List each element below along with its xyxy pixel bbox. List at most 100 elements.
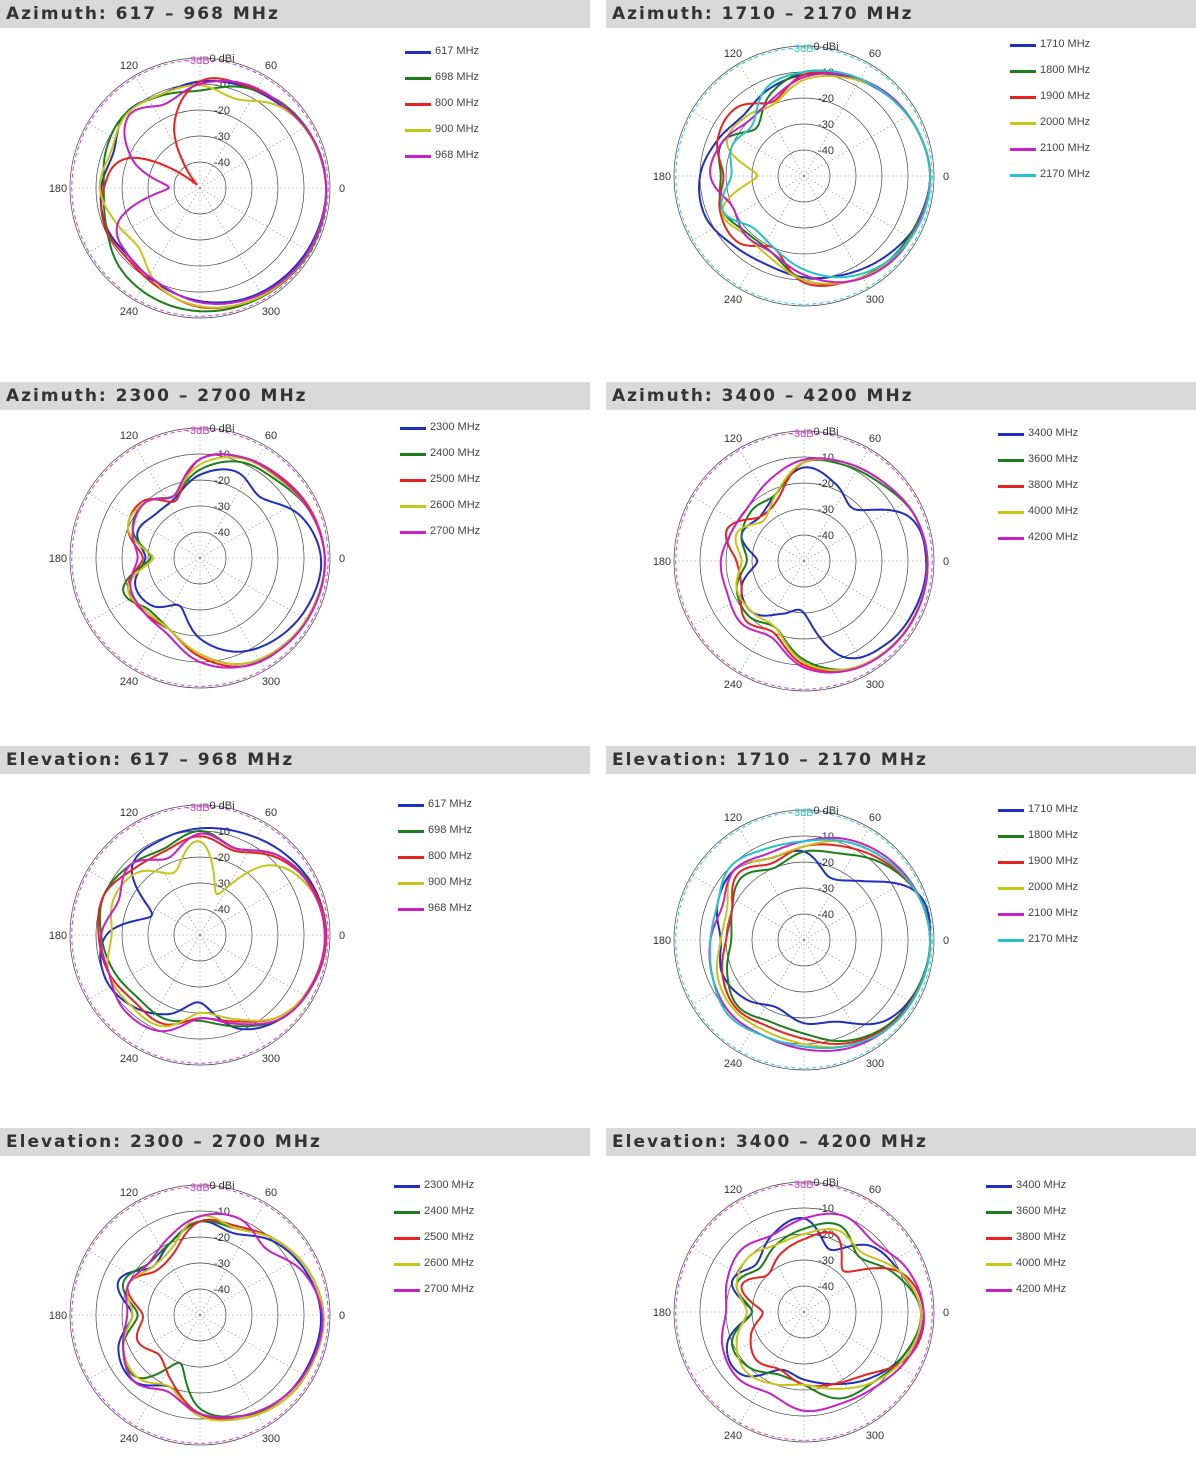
- chart-panel-azimuth-2300-2700: Azimuth: 2300 – 2700 MHz 0 dBi -10 -20 -30-…: [0, 382, 590, 689]
- legend-swatch: [394, 1211, 420, 1214]
- angle-tick-label: 0: [339, 183, 345, 195]
- grid-ring: [69, 57, 331, 319]
- angle-tick-label: 60: [265, 807, 277, 819]
- angle-tick-label: 300: [866, 679, 884, 691]
- grid-spoke: [738, 1311, 805, 1425]
- series-line-1710-mhz: [715, 849, 932, 1026]
- radial-tick-label: -40: [214, 527, 230, 539]
- legend-swatch: [400, 427, 426, 430]
- series-line-2700-mhz: [122, 1212, 324, 1419]
- grid-spoke: [803, 1199, 870, 1313]
- angle-tick-label: 240: [120, 306, 138, 318]
- legend-label: 900 MHz: [435, 123, 480, 135]
- radial-tick-label: -20: [214, 105, 230, 117]
- series-line-1900-mhz: [720, 843, 932, 1045]
- legend-label: 2500 MHz: [424, 1231, 475, 1243]
- series-line-4000-mhz: [735, 1228, 923, 1390]
- grid-spoke: [738, 560, 805, 674]
- radial-tick-label: -30: [214, 131, 230, 143]
- radial-tick-label: -40: [818, 145, 834, 157]
- grid-spoke: [199, 445, 266, 559]
- series-line-4200-mhz: [720, 1212, 925, 1413]
- legend-label: 2170 MHz: [1028, 933, 1079, 945]
- grid-spoke: [199, 557, 313, 624]
- legend-label: 2300 MHz: [424, 1179, 475, 1191]
- legend-label: 1900 MHz: [1040, 90, 1091, 102]
- grid-spoke: [199, 557, 266, 671]
- radial-tick-label: 0 dBi: [209, 1180, 234, 1192]
- grid-ring: [777, 913, 831, 967]
- chart-title: Azimuth: 3400 – 4200 MHz: [606, 382, 1196, 410]
- grid-spoke: [803, 63, 870, 177]
- legend-swatch: [998, 835, 1024, 838]
- angle-tick-label: 240: [724, 1058, 742, 1070]
- angle-tick-label: 120: [120, 807, 138, 819]
- angle-tick-label: 60: [869, 812, 881, 824]
- legend-swatch: [1010, 122, 1036, 125]
- grid-ring: [121, 109, 279, 267]
- grid-ring: [673, 430, 935, 692]
- legend-swatch: [998, 511, 1024, 514]
- legend-label: 1900 MHz: [1028, 855, 1079, 867]
- reference-label: -3dB: [790, 1179, 813, 1191]
- grid-spoke: [738, 63, 805, 177]
- grid-ring: [777, 1285, 831, 1339]
- angle-tick-label: 300: [262, 1053, 280, 1065]
- angle-tick-label: 120: [120, 430, 138, 442]
- chart-title: Elevation: 2300 – 2700 MHz: [0, 1128, 590, 1156]
- radial-tick-label: -40: [214, 157, 230, 169]
- angle-tick-label: 180: [653, 935, 671, 947]
- grid-spoke: [738, 1199, 805, 1313]
- angle-tick-label: 0: [943, 171, 949, 183]
- legend-swatch: [1010, 96, 1036, 99]
- legend-swatch: [1010, 70, 1036, 73]
- grid-spoke: [803, 874, 917, 941]
- legend-swatch: [398, 804, 424, 807]
- series-line-3400-mhz: [740, 466, 928, 660]
- legend-swatch: [400, 505, 426, 508]
- grid-spoke: [134, 1202, 201, 1316]
- angle-tick-label: 60: [265, 60, 277, 72]
- reference-label: -3dB: [186, 425, 209, 437]
- grid-ring: [121, 479, 279, 637]
- grid-spoke: [199, 1249, 313, 1316]
- legend-swatch: [998, 887, 1024, 890]
- reference-label: -3dB: [790, 807, 813, 819]
- chart-title: Azimuth: 617 – 968 MHz: [0, 0, 590, 28]
- legend-swatch: [1010, 174, 1036, 177]
- series-line-1800-mhz: [726, 849, 932, 1043]
- grid-ring: [173, 1288, 227, 1342]
- legend-label: 2700 MHz: [430, 525, 481, 537]
- grid-spoke: [134, 934, 201, 1048]
- series-line-698-mhz: [102, 85, 328, 313]
- series-line-800-mhz: [97, 835, 328, 1026]
- reference-label: -3dB: [790, 43, 813, 55]
- angle-tick-label: 240: [724, 679, 742, 691]
- legend-label: 617 MHz: [435, 45, 480, 57]
- grid-ring: [121, 1236, 279, 1394]
- grid-spoke: [803, 1311, 870, 1425]
- grid-ring: [69, 804, 331, 1066]
- grid-spoke: [87, 187, 201, 254]
- grid-spoke: [199, 75, 266, 189]
- grid-spoke: [803, 939, 917, 1006]
- series-line-2700-mhz: [129, 453, 326, 669]
- angle-tick-label: 60: [869, 48, 881, 60]
- legend-swatch: [405, 51, 431, 54]
- radial-tick-label: -30: [818, 1255, 834, 1267]
- grid-spoke: [87, 869, 201, 936]
- legend-swatch: [986, 1263, 1012, 1266]
- legend-label: 698 MHz: [428, 824, 473, 836]
- radial-tick-label: 0 dBi: [209, 423, 234, 435]
- grid-spoke: [803, 495, 917, 562]
- radial-tick-label: 0 dBi: [813, 805, 838, 817]
- grid-spoke: [199, 934, 313, 1001]
- reference-label: -3dB: [186, 1182, 209, 1194]
- series-line-3800-mhz: [740, 1231, 925, 1388]
- grid-ring: [173, 908, 227, 962]
- legend-label: 3800 MHz: [1028, 479, 1079, 491]
- angle-tick-label: 120: [724, 48, 742, 60]
- angle-tick-label: 180: [653, 1307, 671, 1319]
